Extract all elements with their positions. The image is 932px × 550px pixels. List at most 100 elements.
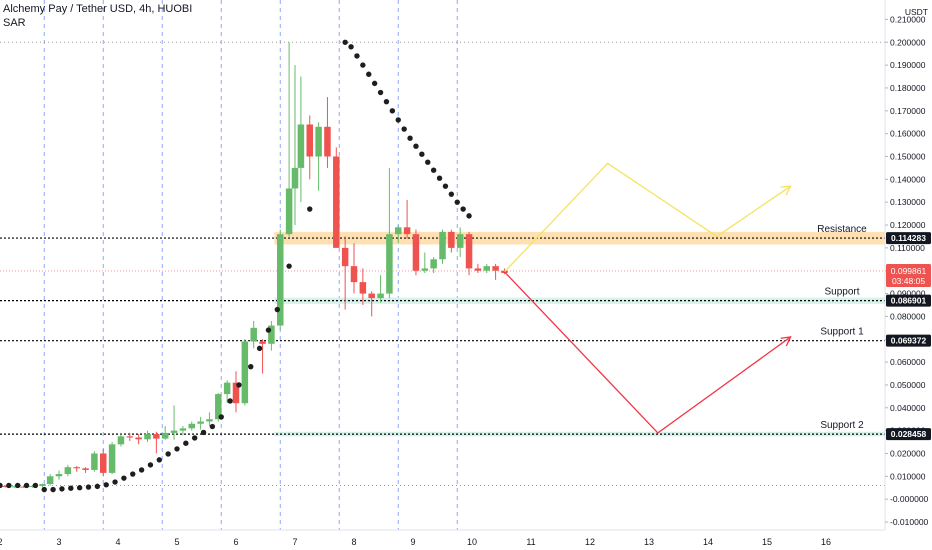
sar-dot-33 (307, 206, 313, 212)
candle-49 (430, 257, 437, 273)
candle-22 (197, 416, 204, 430)
candle-50 (439, 229, 446, 264)
level-name-0: Resistance (817, 224, 867, 235)
candle-40 (350, 243, 358, 294)
candle-31 (277, 229, 284, 331)
candle-3 (29, 485, 36, 488)
x-tick-2: 4 (115, 537, 120, 547)
sar-dots (0, 39, 472, 493)
level-tag-label-3: 0.028458 (891, 429, 927, 439)
candle-56 (492, 263, 499, 280)
axis-unit: USDT (905, 7, 928, 17)
y-tick-3: 0.190000 (890, 60, 926, 70)
sar-dot-20 (174, 446, 180, 452)
y-tick-2: 0.200000 (890, 37, 926, 47)
candle-18 (161, 426, 169, 440)
candle-34 (297, 76, 305, 203)
sar-dot-37 (360, 62, 366, 68)
candle-55 (483, 263, 490, 273)
sar-dot-4 (32, 482, 39, 489)
y-tick-11: 0.110000 (890, 243, 925, 253)
candle-15 (135, 434, 142, 445)
candle-19 (170, 405, 178, 440)
x-tick-0: 2 (0, 537, 3, 547)
x-tick-6: 8 (351, 537, 356, 547)
candle-36 (315, 122, 322, 191)
zone-1 (274, 297, 886, 304)
candle-12 (108, 442, 116, 475)
sar-dot-3 (23, 482, 30, 489)
candle-35 (306, 115, 313, 180)
sar-dot-16 (138, 467, 145, 473)
candle-45 (395, 225, 402, 244)
candle-10 (91, 451, 98, 472)
sar-dot-28 (248, 363, 254, 370)
sar-dot-55 (466, 213, 472, 219)
sar-dot-42 (389, 108, 396, 114)
sar-dot-1 (6, 482, 12, 489)
candle-8 (73, 466, 80, 472)
sar-dot-12 (103, 482, 109, 488)
current-price-label: 0.099861 (891, 266, 927, 276)
candle-33 (291, 65, 299, 226)
candle-42 (368, 291, 375, 317)
sar-dot-11 (94, 483, 101, 490)
sar-dot-24 (209, 423, 216, 430)
x-tick-1: 3 (56, 537, 61, 547)
sar-dot-48 (425, 159, 431, 165)
x-tick-10: 12 (585, 537, 595, 547)
sar-dot-25 (218, 414, 224, 420)
candle-24 (215, 392, 222, 422)
sar-dot-9 (76, 485, 83, 491)
candle-4 (39, 483, 46, 488)
price-zones (274, 231, 886, 437)
candle-37 (324, 97, 331, 168)
candle-52 (456, 227, 464, 258)
x-tick-7: 9 (410, 537, 415, 547)
candle-0 (2, 484, 10, 488)
candle-51 (448, 229, 455, 253)
candle-53 (465, 231, 473, 276)
x-tick-4: 6 (233, 537, 238, 547)
x-tick-8: 10 (467, 537, 477, 547)
sar-dot-22 (192, 435, 198, 441)
sar-dot-15 (130, 471, 136, 477)
candle-11 (100, 448, 107, 477)
sar-dot-13 (112, 479, 118, 485)
candle-23 (206, 412, 213, 427)
candle-41 (359, 268, 367, 305)
projection-1 (503, 271, 791, 434)
y-tick-labels: 0.210000 0.200000 0.190000 0.180000 0.170000… (885, 7, 929, 527)
sar-dot-38 (366, 71, 372, 77)
candle-54 (474, 263, 482, 273)
sar-dot-5 (41, 486, 47, 493)
price-tags: 0.114283 0.086901 0.069372 0.028458 0.099861… (886, 232, 931, 441)
current-price-countdown: 03:48:05 (892, 276, 925, 286)
candle-27 (241, 339, 249, 406)
sar-dot-34 (342, 39, 348, 45)
candle-48 (421, 252, 429, 273)
sar-dot-27 (236, 382, 242, 388)
level-tag-0 (886, 232, 931, 245)
sar-dot-19 (165, 451, 171, 457)
candle-13 (117, 434, 125, 447)
projection-paths (503, 162, 792, 434)
chart-title: Alchemy Pay / Tether USD, 4h, HUOBI (3, 3, 193, 15)
sar-dot-53 (454, 199, 460, 205)
y-tick-14: 0.080000 (890, 311, 926, 321)
indicator-label: SAR (3, 17, 26, 29)
candle-38 (333, 147, 340, 248)
sar-dot-32 (286, 263, 292, 269)
sar-dot-46 (413, 143, 419, 149)
candle-17 (153, 431, 160, 454)
candle-25 (223, 380, 231, 404)
candle-7 (64, 464, 72, 477)
candle-43 (377, 275, 384, 303)
sar-dot-45 (407, 135, 413, 141)
candle-32 (285, 42, 293, 237)
x-tick-11: 13 (644, 537, 654, 547)
x-tick-5: 7 (292, 537, 297, 547)
candle-29 (259, 339, 266, 374)
level-name-1: Support (824, 287, 859, 298)
